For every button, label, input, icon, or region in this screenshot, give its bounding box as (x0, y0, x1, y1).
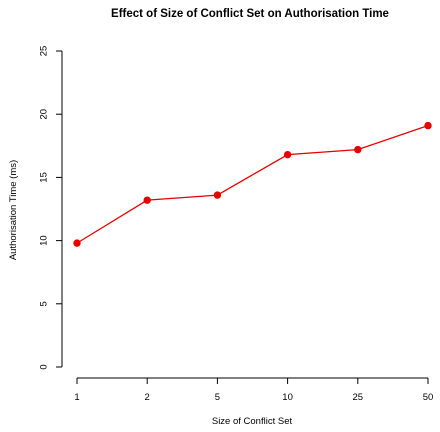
data-point (354, 145, 362, 154)
y-tick-label: 10 (39, 235, 50, 246)
y-tick-label: 25 (39, 46, 50, 57)
series-line (76, 124, 429, 244)
data-point (283, 150, 292, 159)
x-tick-label: 5 (215, 392, 220, 403)
y-tick-label: 0 (39, 364, 50, 369)
x-tick-label: 2 (145, 392, 150, 403)
data-point (143, 196, 151, 204)
chart-title: Effect of Size of Conflict Set on Author… (111, 8, 389, 20)
y-tick-label: 15 (39, 172, 50, 183)
x-axis: 1 2 5 10 25 50 (74, 377, 434, 403)
x-tick-label: 25 (353, 392, 364, 403)
y-tick-label: 5 (39, 301, 50, 306)
data-point (73, 239, 81, 247)
y-axis-label: Authorisation Time (ms) (8, 160, 19, 260)
x-tick-label: 10 (282, 392, 293, 403)
x-tick-label: 1 (74, 392, 79, 403)
data-point (213, 191, 222, 199)
data-point (424, 121, 432, 130)
x-tick-label: 50 (423, 392, 434, 403)
y-axis: 0 5 10 15 20 25 (39, 46, 63, 370)
x-axis-label: Size of Conflict Set (212, 416, 293, 427)
series-layer (73, 121, 432, 247)
y-tick-label: 20 (39, 109, 50, 120)
